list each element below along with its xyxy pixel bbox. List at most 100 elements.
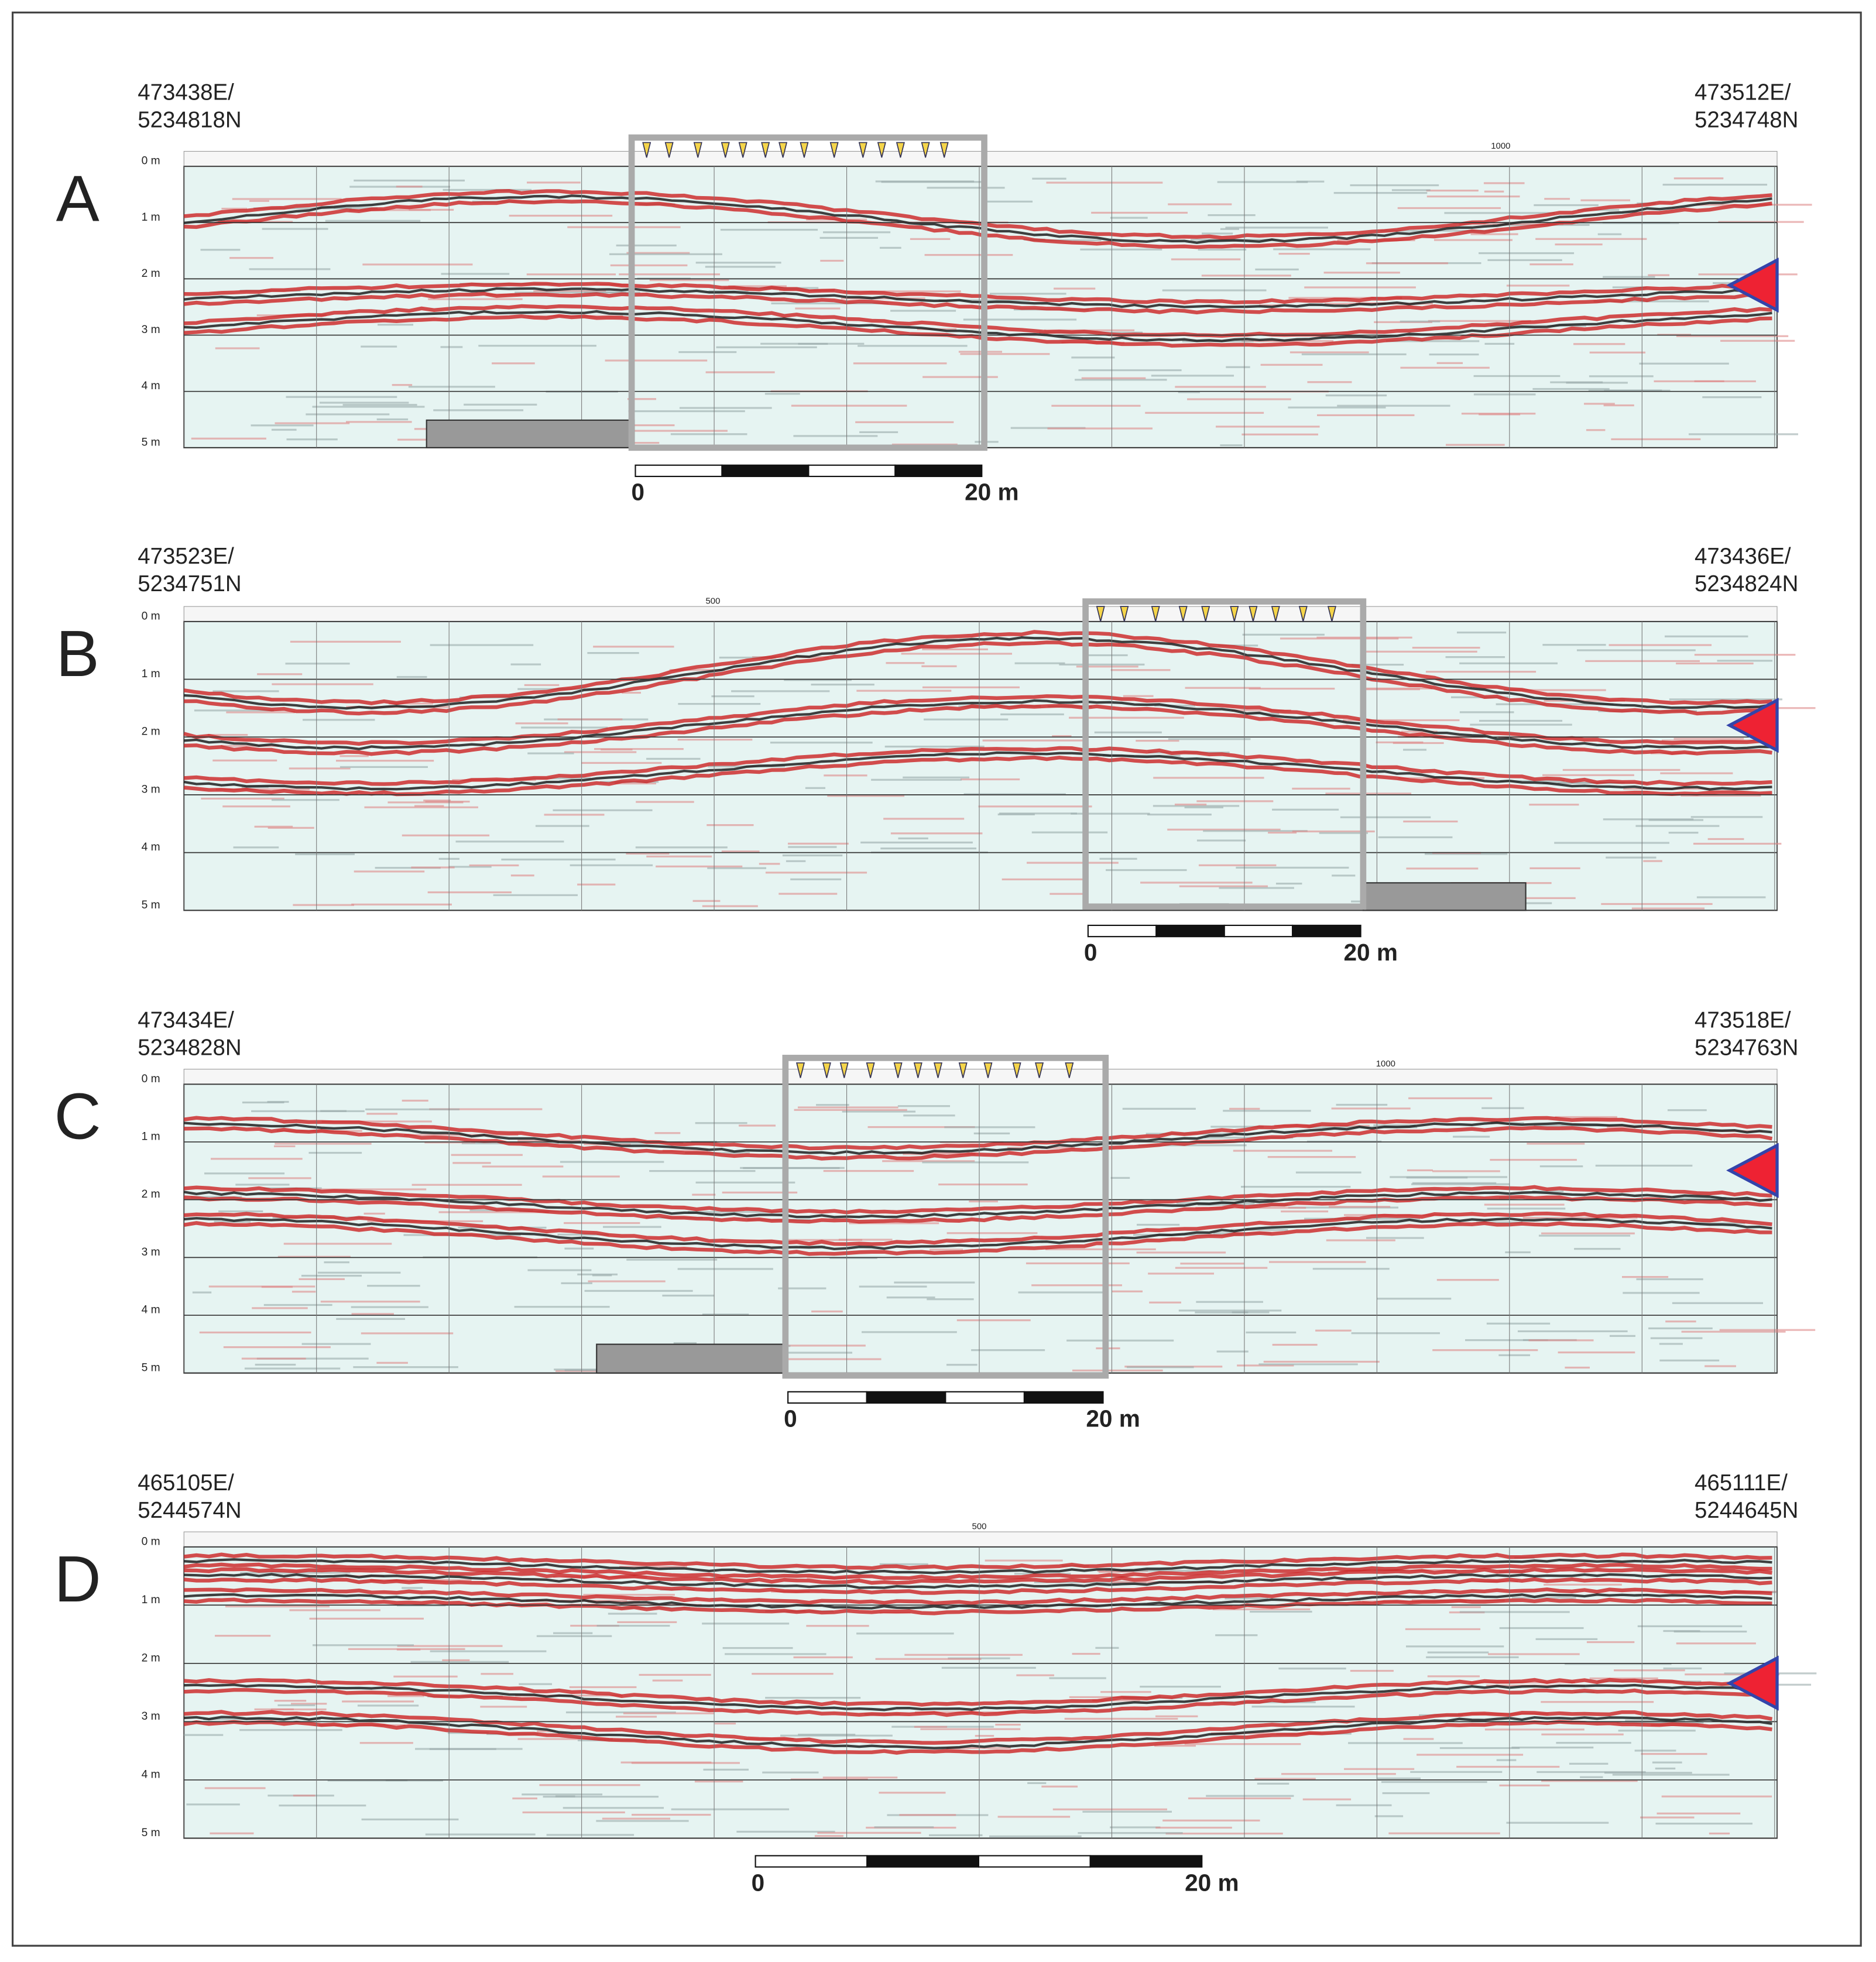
texture-streak: [1609, 644, 1712, 646]
depth-label: 1 m: [142, 211, 160, 224]
texture-streak: [361, 345, 397, 348]
texture-streak: [1476, 1221, 1522, 1224]
texture-streak: [1278, 1668, 1346, 1670]
texture-streak: [363, 1212, 385, 1215]
texture-streak: [1569, 1762, 1609, 1765]
texture-streak: [793, 1656, 853, 1659]
texture-streak: [1473, 375, 1561, 378]
texture-streak: [225, 1605, 330, 1608]
texture-streak: [1589, 375, 1654, 378]
texture-streak: [1527, 1143, 1585, 1145]
pick-marker: [1230, 606, 1239, 622]
texture-streak: [1479, 719, 1563, 722]
texture-streak: [1612, 1774, 1730, 1776]
texture-streak: [1555, 1116, 1617, 1119]
texture-streak: [1018, 1291, 1106, 1294]
texture-streak: [515, 291, 626, 294]
texture-streak: [1185, 687, 1261, 689]
texture-streak: [1436, 1279, 1499, 1281]
texture-streak: [787, 1344, 866, 1347]
texture-streak: [192, 1291, 212, 1294]
texture-streak: [542, 1175, 620, 1178]
texture-streak: [354, 870, 425, 873]
texture-streak: [903, 1114, 955, 1117]
panel-label: C: [54, 1080, 101, 1153]
texture-streak: [1625, 1719, 1685, 1721]
texture-streak: [553, 809, 653, 811]
texture-streak: [1110, 217, 1148, 219]
scale-end: 20 m: [1086, 1405, 1140, 1432]
texture-streak: [212, 759, 277, 762]
texture-streak: [1136, 1251, 1226, 1254]
texture-streak: [1445, 656, 1505, 658]
texture-streak: [626, 852, 670, 855]
texture-streak: [1566, 382, 1628, 384]
texture-streak: [239, 1729, 342, 1731]
start-easting: 465105E/: [138, 1470, 234, 1495]
texture-streak: [1051, 404, 1141, 407]
panel-label: D: [54, 1542, 101, 1615]
texture-streak: [397, 1645, 503, 1647]
texture-streak: [593, 646, 674, 648]
texture-streak: [309, 1617, 424, 1620]
texture-streak: [277, 1704, 315, 1707]
pick-marker: [1065, 1062, 1074, 1078]
texture-streak: [1323, 272, 1400, 274]
texture-streak: [588, 1280, 666, 1282]
texture-streak: [1155, 1826, 1232, 1829]
texture-streak: [1110, 1826, 1161, 1829]
texture-streak: [1381, 1781, 1487, 1783]
texture-streak: [1219, 887, 1294, 889]
texture-streak: [1196, 839, 1246, 842]
texture-streak: [524, 684, 560, 687]
texture-streak: [478, 345, 596, 347]
texture-streak: [299, 1278, 345, 1280]
texture-streak: [1541, 1780, 1638, 1782]
texture-streak: [1654, 380, 1756, 383]
pick-marker: [921, 142, 930, 158]
texture-streak: [946, 1364, 978, 1366]
texture-streak: [695, 1122, 747, 1124]
texture-streak: [359, 1742, 413, 1744]
texture-streak: [989, 293, 1066, 295]
texture-streak: [365, 1108, 460, 1110]
texture-streak: [570, 1624, 619, 1627]
texture-streak: [882, 1160, 975, 1162]
texture-streak: [910, 238, 951, 240]
texture-streak: [646, 757, 701, 760]
arrow-marker: [1726, 1143, 1779, 1198]
texture-streak: [1565, 1663, 1672, 1665]
texture-streak: [1212, 1608, 1311, 1611]
texture-streak: [1688, 433, 1798, 435]
texture-streak: [1110, 669, 1171, 671]
texture-streak: [1479, 252, 1575, 255]
gray-block: [596, 1343, 786, 1374]
pick-marker: [664, 142, 674, 158]
texture-streak: [387, 801, 464, 804]
scale-end: 20 m: [1185, 1869, 1239, 1896]
texture-streak: [251, 1110, 365, 1113]
scale-end: 20 m: [965, 479, 1019, 506]
texture-streak: [290, 640, 401, 643]
texture-streak: [1432, 1349, 1538, 1352]
texture-streak: [267, 1100, 289, 1103]
texture-streak: [1673, 1197, 1727, 1199]
texture-streak: [563, 1807, 664, 1809]
texture-streak: [678, 351, 737, 354]
texture-streak: [361, 1818, 459, 1821]
texture-streak: [613, 430, 728, 432]
texture-streak: [608, 1613, 657, 1615]
texture-streak: [1668, 832, 1699, 834]
texture-streak: [1648, 274, 1670, 276]
texture-streak: [1336, 1804, 1392, 1806]
texture-streak: [997, 1816, 1071, 1818]
texture-streak: [1439, 1747, 1520, 1750]
texture-streak: [522, 1793, 603, 1796]
texture-streak: [1249, 687, 1335, 690]
texture-streak: [1461, 413, 1536, 415]
pick-marker: [761, 142, 770, 158]
texture-streak: [1331, 1107, 1411, 1110]
texture-streak: [526, 273, 616, 276]
texture-streak: [1180, 1263, 1244, 1265]
texture-streak: [527, 181, 581, 184]
